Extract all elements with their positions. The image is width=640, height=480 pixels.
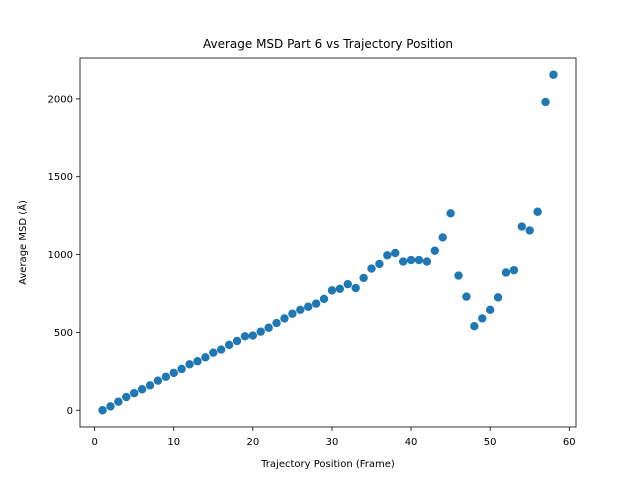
data-point: [406, 255, 416, 265]
data-point: [98, 406, 107, 415]
data-point: [209, 348, 218, 357]
data-point: [335, 284, 345, 294]
y-tick-label: 0: [67, 406, 73, 417]
x-tick-label: 40: [405, 437, 418, 448]
data-point: [367, 264, 376, 273]
data-point: [383, 251, 392, 260]
data-point: [375, 259, 384, 269]
x-tick-label: 20: [246, 437, 259, 448]
data-point: [343, 279, 352, 289]
data-point: [193, 357, 202, 366]
data-point: [217, 345, 226, 354]
data-point: [454, 271, 463, 280]
data-point: [296, 305, 305, 315]
data-point: [311, 299, 321, 308]
axes-frame: [79, 57, 577, 428]
data-point: [485, 305, 495, 315]
data-point: [161, 372, 171, 381]
chart-title: Average MSD Part 6 vs Trajectory Positio…: [203, 37, 453, 51]
y-tick-label: 1500: [48, 172, 73, 183]
data-point: [525, 226, 534, 235]
x-axis-label: Trajectory Position (Frame): [260, 459, 395, 470]
data-point: [438, 233, 447, 242]
data-point: [430, 246, 439, 255]
data-point: [493, 293, 503, 302]
data-point: [224, 340, 234, 350]
data-point: [327, 286, 337, 295]
x-axis-ticks: 0 10 20 30 40 50 60: [91, 427, 576, 448]
plot-area: [79, 57, 577, 428]
data-point: [391, 248, 400, 258]
x-tick-label: 0: [91, 437, 97, 448]
data-point: [232, 336, 242, 346]
data-point: [248, 331, 258, 340]
data-point: [272, 318, 281, 328]
data-point: [351, 283, 360, 293]
data-point: [137, 385, 147, 394]
x-tick-label: 10: [167, 437, 180, 448]
data-point: [264, 323, 273, 332]
data-point: [509, 265, 519, 275]
data-point: [478, 314, 487, 323]
data-point: [106, 402, 115, 411]
data-point: [280, 314, 289, 323]
data-point: [470, 321, 479, 331]
data-point: [422, 257, 432, 266]
data-point: [153, 376, 163, 385]
data-points: [98, 70, 558, 415]
y-tick-label: 500: [54, 328, 73, 339]
data-point: [398, 257, 408, 266]
y-tick-label: 1000: [48, 250, 73, 261]
y-axis-ticks: 0 500 1000 1500 2000: [48, 94, 80, 417]
data-point: [288, 309, 297, 318]
data-point: [122, 392, 131, 402]
data-point: [549, 70, 558, 79]
data-point: [145, 381, 155, 390]
y-tick-label: 2000: [48, 94, 73, 105]
data-point: [462, 292, 471, 301]
y-axis-label: Average MSD (Å): [16, 200, 29, 285]
x-tick-label: 60: [563, 437, 576, 448]
data-point: [177, 364, 186, 374]
data-point: [304, 302, 313, 311]
data-point: [517, 222, 527, 231]
x-tick-label: 30: [326, 437, 339, 448]
data-point: [256, 327, 265, 336]
data-point: [169, 368, 178, 378]
data-point: [129, 388, 139, 398]
data-point: [185, 360, 194, 369]
data-point: [319, 294, 329, 304]
data-point: [201, 353, 210, 362]
data-point: [501, 268, 511, 277]
data-point: [414, 255, 424, 265]
x-tick-label: 50: [484, 437, 497, 448]
data-point: [541, 97, 550, 107]
data-point: [446, 209, 455, 218]
data-point: [240, 332, 250, 341]
data-point: [359, 273, 368, 283]
data-point: [533, 207, 542, 216]
data-point: [114, 397, 123, 406]
